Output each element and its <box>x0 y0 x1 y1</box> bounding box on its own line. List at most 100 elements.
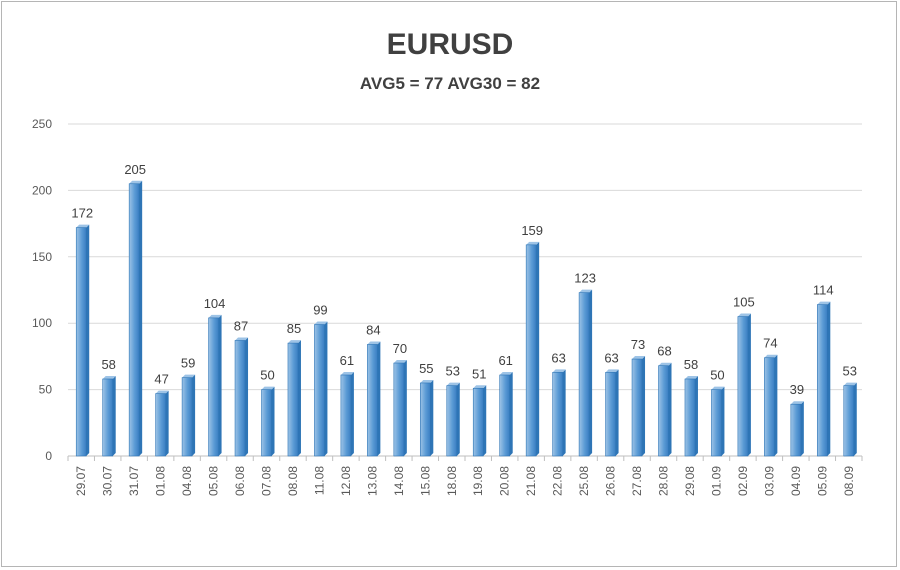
bar <box>843 385 855 457</box>
bar-top <box>843 382 857 386</box>
bar <box>790 403 802 457</box>
data-label: 123 <box>574 271 596 286</box>
bar-top <box>155 390 169 394</box>
bar-top <box>817 301 831 305</box>
bar <box>446 385 458 457</box>
x-tick-label: 12.08 <box>339 466 353 496</box>
bar-side <box>456 382 460 456</box>
y-tick-label: 100 <box>32 316 52 330</box>
chart-subtitle: AVG5 = 77 AVG30 = 82 <box>359 74 541 93</box>
x-tick-label: 20.08 <box>498 466 512 496</box>
x-tick-label: 29.08 <box>683 466 697 496</box>
bar-top <box>764 354 778 358</box>
data-label: 50 <box>710 368 724 383</box>
bar-top <box>261 386 275 390</box>
data-label: 63 <box>551 350 565 365</box>
bar-side <box>139 180 143 456</box>
bar-top <box>76 224 90 228</box>
x-tick-label: 11.08 <box>312 466 326 495</box>
bar <box>764 357 775 457</box>
bar-side <box>483 385 487 456</box>
bar-top <box>420 379 434 383</box>
bar-side <box>721 386 725 456</box>
bar-top <box>367 341 381 345</box>
data-label: 85 <box>287 321 301 336</box>
bar-top <box>287 340 301 344</box>
bar-top <box>605 369 619 373</box>
bar-top <box>235 337 249 341</box>
x-tick-label: 21.08 <box>524 466 538 496</box>
x-tick-label: 01.09 <box>709 466 723 496</box>
bar-top <box>340 371 354 375</box>
bar-side <box>509 371 513 456</box>
x-tick-label: 05.09 <box>815 466 829 496</box>
bar <box>314 324 325 457</box>
bar <box>552 372 563 457</box>
bar-side <box>615 369 619 456</box>
x-tick-label: 31.07 <box>127 466 141 496</box>
data-label: 58 <box>101 357 115 372</box>
bar-side <box>297 340 301 456</box>
data-label: 39 <box>790 382 804 397</box>
bar-side <box>112 375 116 456</box>
bar-top <box>208 314 222 318</box>
data-label: 68 <box>657 344 671 359</box>
bar <box>711 389 722 457</box>
bar <box>684 378 696 457</box>
data-label: 50 <box>260 368 274 383</box>
x-tick-label: 18.08 <box>445 466 459 496</box>
y-tick-label: 0 <box>45 449 52 463</box>
bar-top <box>129 180 143 184</box>
bar-top <box>314 321 328 325</box>
data-label: 99 <box>313 303 327 318</box>
bar-top <box>658 362 672 366</box>
bar-top <box>632 356 646 360</box>
x-tick-label: 08.09 <box>842 466 856 496</box>
data-label: 58 <box>684 357 698 372</box>
bar-top <box>526 241 540 245</box>
bar-top <box>684 375 698 379</box>
bar <box>155 393 166 457</box>
bar-side <box>642 356 646 456</box>
bar-top <box>790 401 804 405</box>
data-label: 51 <box>472 366 486 381</box>
x-tick-label: 05.08 <box>207 466 221 496</box>
x-tick-label: 06.08 <box>233 466 247 496</box>
bar-side <box>853 382 857 456</box>
bar <box>419 382 431 457</box>
data-label: 70 <box>393 341 407 356</box>
bar-side <box>377 341 381 456</box>
bar <box>499 374 511 457</box>
y-tick-label: 50 <box>39 383 53 397</box>
bar <box>472 387 484 457</box>
chart-title: EURUSD <box>386 28 514 61</box>
bar <box>816 304 828 457</box>
bar <box>102 378 113 457</box>
x-tick-label: 08.08 <box>286 466 300 496</box>
bar <box>631 358 643 457</box>
bar <box>261 389 272 457</box>
bar-top <box>737 313 751 317</box>
data-label: 61 <box>498 353 512 368</box>
x-tick-label: 27.08 <box>630 466 644 496</box>
y-tick-label: 200 <box>32 183 52 197</box>
x-tick-label: 25.08 <box>577 466 591 496</box>
x-tick-label: 19.08 <box>471 466 485 496</box>
bar-side <box>271 386 275 456</box>
bar-side <box>694 375 698 456</box>
bar-top <box>579 289 593 293</box>
bar-side <box>350 371 354 456</box>
data-label: 59 <box>181 356 195 371</box>
bar-side <box>536 241 540 456</box>
data-label: 205 <box>124 162 146 177</box>
bar-top <box>393 360 407 364</box>
bar-top <box>182 374 196 378</box>
bar-side <box>800 401 804 456</box>
x-tick-label: 26.08 <box>604 466 618 496</box>
bar-side <box>245 337 249 456</box>
x-tick-label: 07.08 <box>260 466 274 496</box>
bar <box>367 344 378 457</box>
bar <box>578 292 590 457</box>
data-label: 53 <box>446 364 460 379</box>
